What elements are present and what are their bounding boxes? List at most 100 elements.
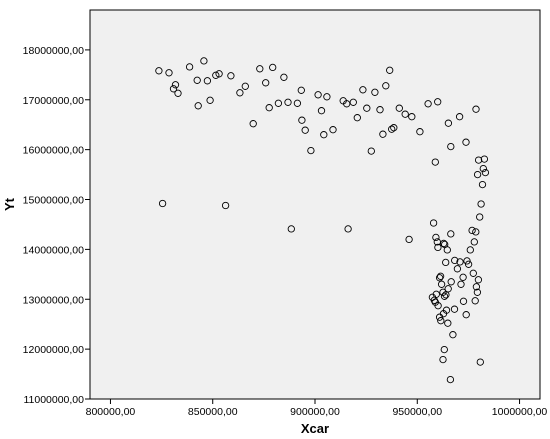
data-point [434,243,442,252]
data-point [293,99,302,107]
data-point [395,104,403,112]
data-point [479,164,487,173]
data-point [451,256,459,265]
data-point [314,91,322,99]
data-point [447,278,455,286]
data-point [444,119,453,127]
data-point [481,168,490,177]
data-point [363,104,371,112]
data-point [455,113,464,121]
x-tick-label: 1000000,00 [492,406,548,418]
data-point [193,76,201,84]
data-point [371,88,379,96]
data-point [165,69,173,77]
data-point [320,131,328,139]
data-point [446,375,455,384]
data-point [386,66,394,74]
data-point [317,107,326,115]
data-point [468,226,476,235]
x-axis-title: Xcar [301,421,329,436]
data-point [408,113,416,121]
data-point [401,110,409,118]
data-point [444,285,452,293]
data-point [287,225,295,233]
data-point [474,156,483,164]
data-point [344,225,352,233]
data-point [447,230,455,238]
data-point [434,302,442,310]
data-point [405,235,413,244]
data-point [185,63,194,71]
data-point [431,158,439,166]
data-point [476,358,484,366]
y-tick-label: 14000000,00 [23,244,84,256]
data-point [434,98,442,106]
y-axis-ticks: 11000000,00 12000000,00 13000000,00 1400000… [23,45,90,406]
data-point [236,89,244,97]
data-point [359,86,367,94]
data-point [469,269,477,277]
y-tick-label: 15000000,00 [23,195,84,207]
data-point [457,280,465,288]
data-point [444,319,452,327]
data-point [450,305,459,313]
data-point [424,100,432,108]
data-point [194,102,202,110]
data-point [241,82,249,90]
data-point [343,100,351,108]
data-point [284,98,292,106]
x-tick-label: 850000,00 [188,406,238,418]
data-point [440,292,449,300]
data-point [221,201,230,210]
data-point [171,81,180,89]
data-point [206,96,214,104]
y-tick-label: 13000000,00 [23,294,84,306]
data-point [429,219,438,227]
data-point [449,331,457,339]
data-point [447,142,455,151]
data-point [388,125,396,133]
x-tick-label: 950000,00 [392,406,442,418]
data-point [301,126,309,134]
y-tick-label: 18000000,00 [23,45,84,57]
data-point [280,73,288,81]
data-point [472,105,480,113]
data-point [459,273,467,281]
x-axis-ticks: 800000,00 850000,00 900000,00 950000,00 1000… [86,399,548,418]
x-tick-label: 900000,00 [290,406,340,418]
data-point [453,265,462,273]
data-point [329,126,337,134]
y-axis-title: Yt [2,197,17,211]
data-point [158,199,167,208]
data-point [439,355,447,364]
data-point [297,86,305,94]
data-point [212,71,220,79]
data-point [169,85,178,93]
data-point [379,130,387,138]
data-point [480,155,489,163]
data-point [215,70,223,78]
y-tick-label: 17000000,00 [23,95,84,107]
data-point [471,297,479,305]
data-point [349,98,357,106]
data-points [155,57,490,384]
data-point [442,258,450,267]
data-point [473,170,482,179]
y-tick-label: 11000000,00 [23,394,84,406]
data-point [466,246,474,254]
data-point [298,116,306,124]
data-point [390,124,398,132]
plot-area [89,9,541,400]
data-point [478,180,487,189]
data-point [474,276,483,284]
data-point [476,213,484,221]
data-point [437,317,445,325]
data-point [274,99,283,107]
data-point [367,147,375,155]
data-point [249,120,257,128]
data-point [440,345,448,354]
data-point [353,114,361,122]
data-point [382,82,390,90]
data-point [432,233,440,242]
